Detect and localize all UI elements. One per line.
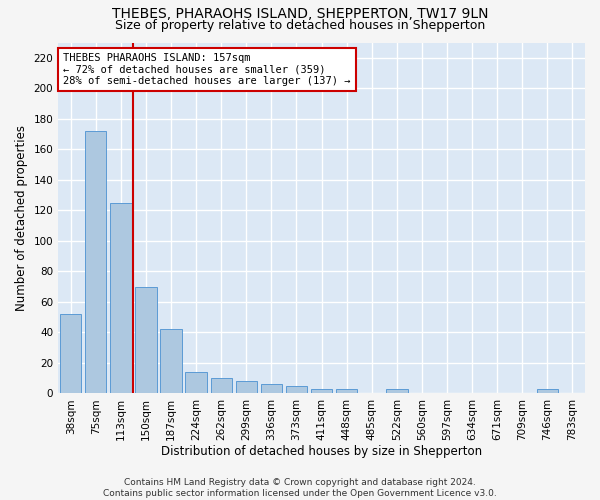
Bar xyxy=(261,384,282,394)
Bar xyxy=(136,286,157,394)
Bar xyxy=(311,389,332,394)
Bar xyxy=(160,330,182,394)
Bar xyxy=(110,202,131,394)
Text: THEBES, PHARAOHS ISLAND, SHEPPERTON, TW17 9LN: THEBES, PHARAOHS ISLAND, SHEPPERTON, TW1… xyxy=(112,8,488,22)
Bar xyxy=(537,389,558,394)
Bar xyxy=(60,314,82,394)
Bar xyxy=(286,386,307,394)
Y-axis label: Number of detached properties: Number of detached properties xyxy=(15,125,28,311)
Bar xyxy=(85,131,106,394)
Text: Contains HM Land Registry data © Crown copyright and database right 2024.
Contai: Contains HM Land Registry data © Crown c… xyxy=(103,478,497,498)
Bar xyxy=(211,378,232,394)
Bar xyxy=(236,381,257,394)
Bar xyxy=(185,372,207,394)
Bar xyxy=(386,389,407,394)
Text: Size of property relative to detached houses in Shepperton: Size of property relative to detached ho… xyxy=(115,19,485,32)
Bar xyxy=(336,389,358,394)
Text: THEBES PHARAOHS ISLAND: 157sqm
← 72% of detached houses are smaller (359)
28% of: THEBES PHARAOHS ISLAND: 157sqm ← 72% of … xyxy=(64,53,351,86)
X-axis label: Distribution of detached houses by size in Shepperton: Distribution of detached houses by size … xyxy=(161,444,482,458)
